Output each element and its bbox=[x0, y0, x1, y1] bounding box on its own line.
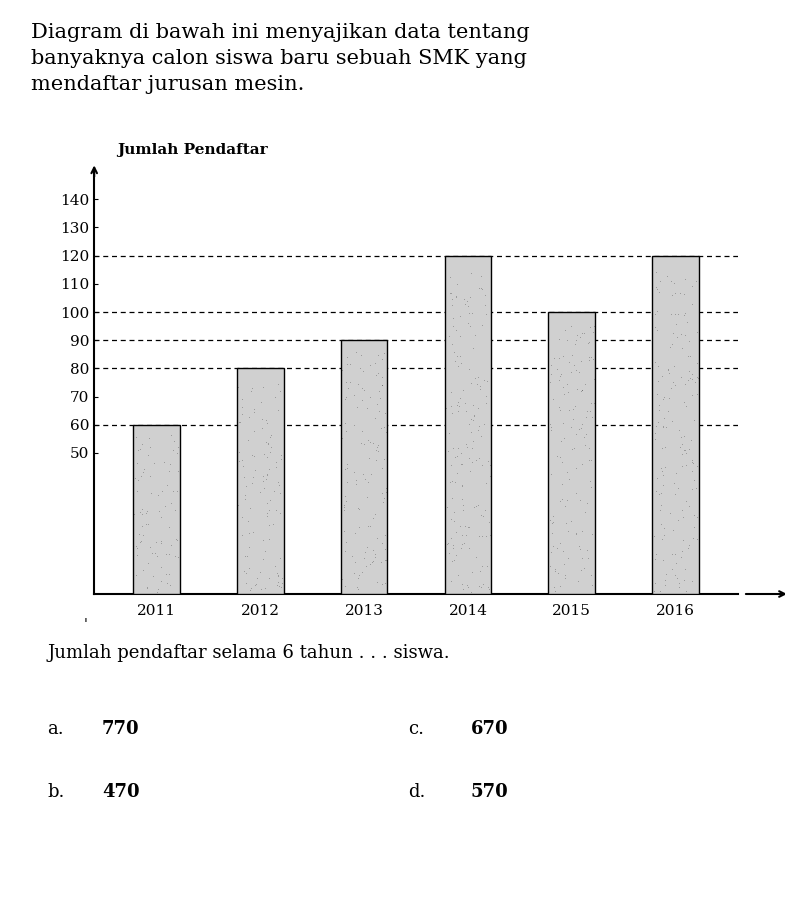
Text: Jumlah pendaftar selama 6 tahun . . . siswa.: Jumlah pendaftar selama 6 tahun . . . si… bbox=[47, 644, 450, 662]
Text: 770: 770 bbox=[102, 720, 140, 738]
Bar bbox=[237, 368, 283, 594]
Text: 470: 470 bbox=[102, 783, 140, 801]
Text: a.: a. bbox=[47, 720, 64, 738]
Bar bbox=[133, 425, 180, 594]
Text: 570: 570 bbox=[471, 783, 509, 801]
Text: ': ' bbox=[84, 616, 88, 631]
Text: c.: c. bbox=[408, 720, 424, 738]
Bar bbox=[444, 256, 491, 594]
Text: Jumlah Pendaftar: Jumlah Pendaftar bbox=[117, 143, 268, 157]
Bar bbox=[549, 312, 595, 594]
Text: 670: 670 bbox=[471, 720, 509, 738]
Text: b.: b. bbox=[47, 783, 64, 801]
Bar bbox=[341, 340, 388, 594]
Text: Diagram di bawah ini menyajikan data tentang
banyaknya calon siswa baru sebuah S: Diagram di bawah ini menyajikan data ten… bbox=[31, 22, 530, 94]
Bar bbox=[652, 256, 699, 594]
Text: d.: d. bbox=[408, 783, 425, 801]
